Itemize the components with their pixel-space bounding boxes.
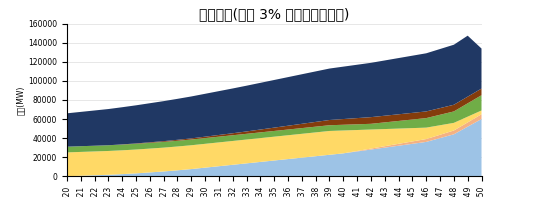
Title: 전원구성(연간 3% 전력수요증가율): 전원구성(연간 3% 전력수요증가율) [199,7,349,21]
Y-axis label: 설비(MW): 설비(MW) [16,85,25,115]
